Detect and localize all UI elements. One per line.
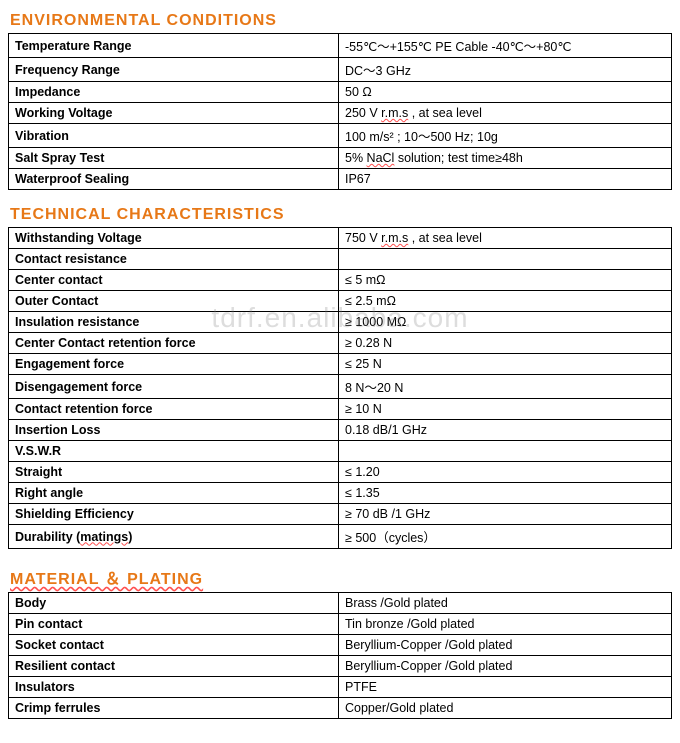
spec-value: ≥ 10 N bbox=[339, 399, 672, 420]
spec-label: Body bbox=[9, 593, 339, 614]
section-title-environmental: ENVIRONMENTAL CONDITIONS bbox=[10, 12, 672, 30]
table-row: Working Voltage250 V r.m.s , at sea leve… bbox=[9, 103, 672, 124]
table-row: Socket contactBeryllium-Copper /Gold pla… bbox=[9, 635, 672, 656]
spec-value: 100 m/s² ; 10～500 Hz; 10g bbox=[339, 124, 672, 148]
table-row: Insulation resistance≥ 1000 MΩ bbox=[9, 312, 672, 333]
spec-label: Socket contact bbox=[9, 635, 339, 656]
table-row: BodyBrass /Gold plated bbox=[9, 593, 672, 614]
spec-label: Durability (matings) bbox=[9, 525, 339, 549]
spec-label: Contact retention force bbox=[9, 399, 339, 420]
spec-label: Insulation resistance bbox=[9, 312, 339, 333]
table-material: BodyBrass /Gold platedPin contactTin bro… bbox=[8, 592, 672, 719]
table-row: Shielding Efficiency≥ 70 dB /1 GHz bbox=[9, 504, 672, 525]
spec-value: Beryllium-Copper /Gold plated bbox=[339, 656, 672, 677]
spec-value: ≥ 500（cycles） bbox=[339, 525, 672, 549]
table-row: Center Contact retention force≥ 0.28 N bbox=[9, 333, 672, 354]
table-row: Outer Contact≤ 2.5 mΩ bbox=[9, 291, 672, 312]
spec-value: ≤ 25 N bbox=[339, 354, 672, 375]
spec-label: Waterproof Sealing bbox=[9, 169, 339, 190]
table-row: Center contact≤ 5 mΩ bbox=[9, 270, 672, 291]
spec-value: ≤ 1.35 bbox=[339, 483, 672, 504]
table-row: Insertion Loss0.18 dB/1 GHz bbox=[9, 420, 672, 441]
spec-value: 250 V r.m.s , at sea level bbox=[339, 103, 672, 124]
spec-label: Insulators bbox=[9, 677, 339, 698]
table-row: Salt Spray Test5% NaCl solution; test ti… bbox=[9, 148, 672, 169]
spec-label: Center contact bbox=[9, 270, 339, 291]
spec-value bbox=[339, 249, 672, 270]
spec-label: Contact resistance bbox=[9, 249, 339, 270]
spec-value: ≤ 1.20 bbox=[339, 462, 672, 483]
spec-value: ≥ 1000 MΩ bbox=[339, 312, 672, 333]
spec-value: Beryllium-Copper /Gold plated bbox=[339, 635, 672, 656]
table-row: Crimp ferrulesCopper/Gold plated bbox=[9, 698, 672, 719]
spec-label: Crimp ferrules bbox=[9, 698, 339, 719]
spec-label: Outer Contact bbox=[9, 291, 339, 312]
table-row: Withstanding Voltage750 V r.m.s , at sea… bbox=[9, 228, 672, 249]
spec-label: Vibration bbox=[9, 124, 339, 148]
spec-value: 0.18 dB/1 GHz bbox=[339, 420, 672, 441]
table-row: Vibration100 m/s² ; 10～500 Hz; 10g bbox=[9, 124, 672, 148]
tbody-mat: BodyBrass /Gold platedPin contactTin bro… bbox=[9, 593, 672, 719]
spec-value bbox=[339, 441, 672, 462]
table-row: V.S.W.R bbox=[9, 441, 672, 462]
table-row: Right angle≤ 1.35 bbox=[9, 483, 672, 504]
spec-value: DC～3 GHz bbox=[339, 58, 672, 82]
table-technical: Withstanding Voltage750 V r.m.s , at sea… bbox=[8, 227, 672, 549]
table-row: Durability (matings)≥ 500（cycles） bbox=[9, 525, 672, 549]
table-row: Contact resistance bbox=[9, 249, 672, 270]
spec-value: Brass /Gold plated bbox=[339, 593, 672, 614]
table-row: Impedance50 Ω bbox=[9, 82, 672, 103]
section-title-material: MATERIAL ＆ PLATING bbox=[10, 565, 672, 589]
spec-label: Straight bbox=[9, 462, 339, 483]
spec-value: IP67 bbox=[339, 169, 672, 190]
spec-value: 50 Ω bbox=[339, 82, 672, 103]
spec-value: 5% NaCl solution; test time≥48h bbox=[339, 148, 672, 169]
spec-label: Salt Spray Test bbox=[9, 148, 339, 169]
spec-label: Withstanding Voltage bbox=[9, 228, 339, 249]
table-row: Engagement force≤ 25 N bbox=[9, 354, 672, 375]
spec-label: Frequency Range bbox=[9, 58, 339, 82]
spec-label: Pin contact bbox=[9, 614, 339, 635]
table-row: Contact retention force≥ 10 N bbox=[9, 399, 672, 420]
spec-label: Shielding Efficiency bbox=[9, 504, 339, 525]
spec-label: Working Voltage bbox=[9, 103, 339, 124]
spec-value: ≥ 70 dB /1 GHz bbox=[339, 504, 672, 525]
spec-value: 8 N～20 N bbox=[339, 375, 672, 399]
spec-value: 750 V r.m.s , at sea level bbox=[339, 228, 672, 249]
section-title-technical: TECHNICAL CHARACTERISTICS bbox=[10, 206, 672, 224]
table-row: Pin contactTin bronze /Gold plated bbox=[9, 614, 672, 635]
tbody-env: Temperature Range-55℃～+155℃ PE Cable -40… bbox=[9, 34, 672, 190]
spec-value: ≤ 2.5 mΩ bbox=[339, 291, 672, 312]
table-row: Frequency RangeDC～3 GHz bbox=[9, 58, 672, 82]
spec-value: Copper/Gold plated bbox=[339, 698, 672, 719]
spec-label: Right angle bbox=[9, 483, 339, 504]
table-row: Waterproof SealingIP67 bbox=[9, 169, 672, 190]
spec-label: Disengagement force bbox=[9, 375, 339, 399]
spec-value: Tin bronze /Gold plated bbox=[339, 614, 672, 635]
spec-label: Impedance bbox=[9, 82, 339, 103]
table-row: Resilient contactBeryllium-Copper /Gold … bbox=[9, 656, 672, 677]
tbody-tech: Withstanding Voltage750 V r.m.s , at sea… bbox=[9, 228, 672, 549]
spec-value: -55℃～+155℃ PE Cable -40℃～+80℃ bbox=[339, 34, 672, 58]
spec-label: Engagement force bbox=[9, 354, 339, 375]
table-environmental: Temperature Range-55℃～+155℃ PE Cable -40… bbox=[8, 33, 672, 190]
spec-label: Center Contact retention force bbox=[9, 333, 339, 354]
table-row: InsulatorsPTFE bbox=[9, 677, 672, 698]
table-row: Disengagement force8 N～20 N bbox=[9, 375, 672, 399]
table-row: Temperature Range-55℃～+155℃ PE Cable -40… bbox=[9, 34, 672, 58]
spec-label: Resilient contact bbox=[9, 656, 339, 677]
table-row: Straight≤ 1.20 bbox=[9, 462, 672, 483]
spec-value: ≥ 0.28 N bbox=[339, 333, 672, 354]
spec-label: Insertion Loss bbox=[9, 420, 339, 441]
spec-value: PTFE bbox=[339, 677, 672, 698]
spec-label: Temperature Range bbox=[9, 34, 339, 58]
spec-value: ≤ 5 mΩ bbox=[339, 270, 672, 291]
spec-label: V.S.W.R bbox=[9, 441, 339, 462]
